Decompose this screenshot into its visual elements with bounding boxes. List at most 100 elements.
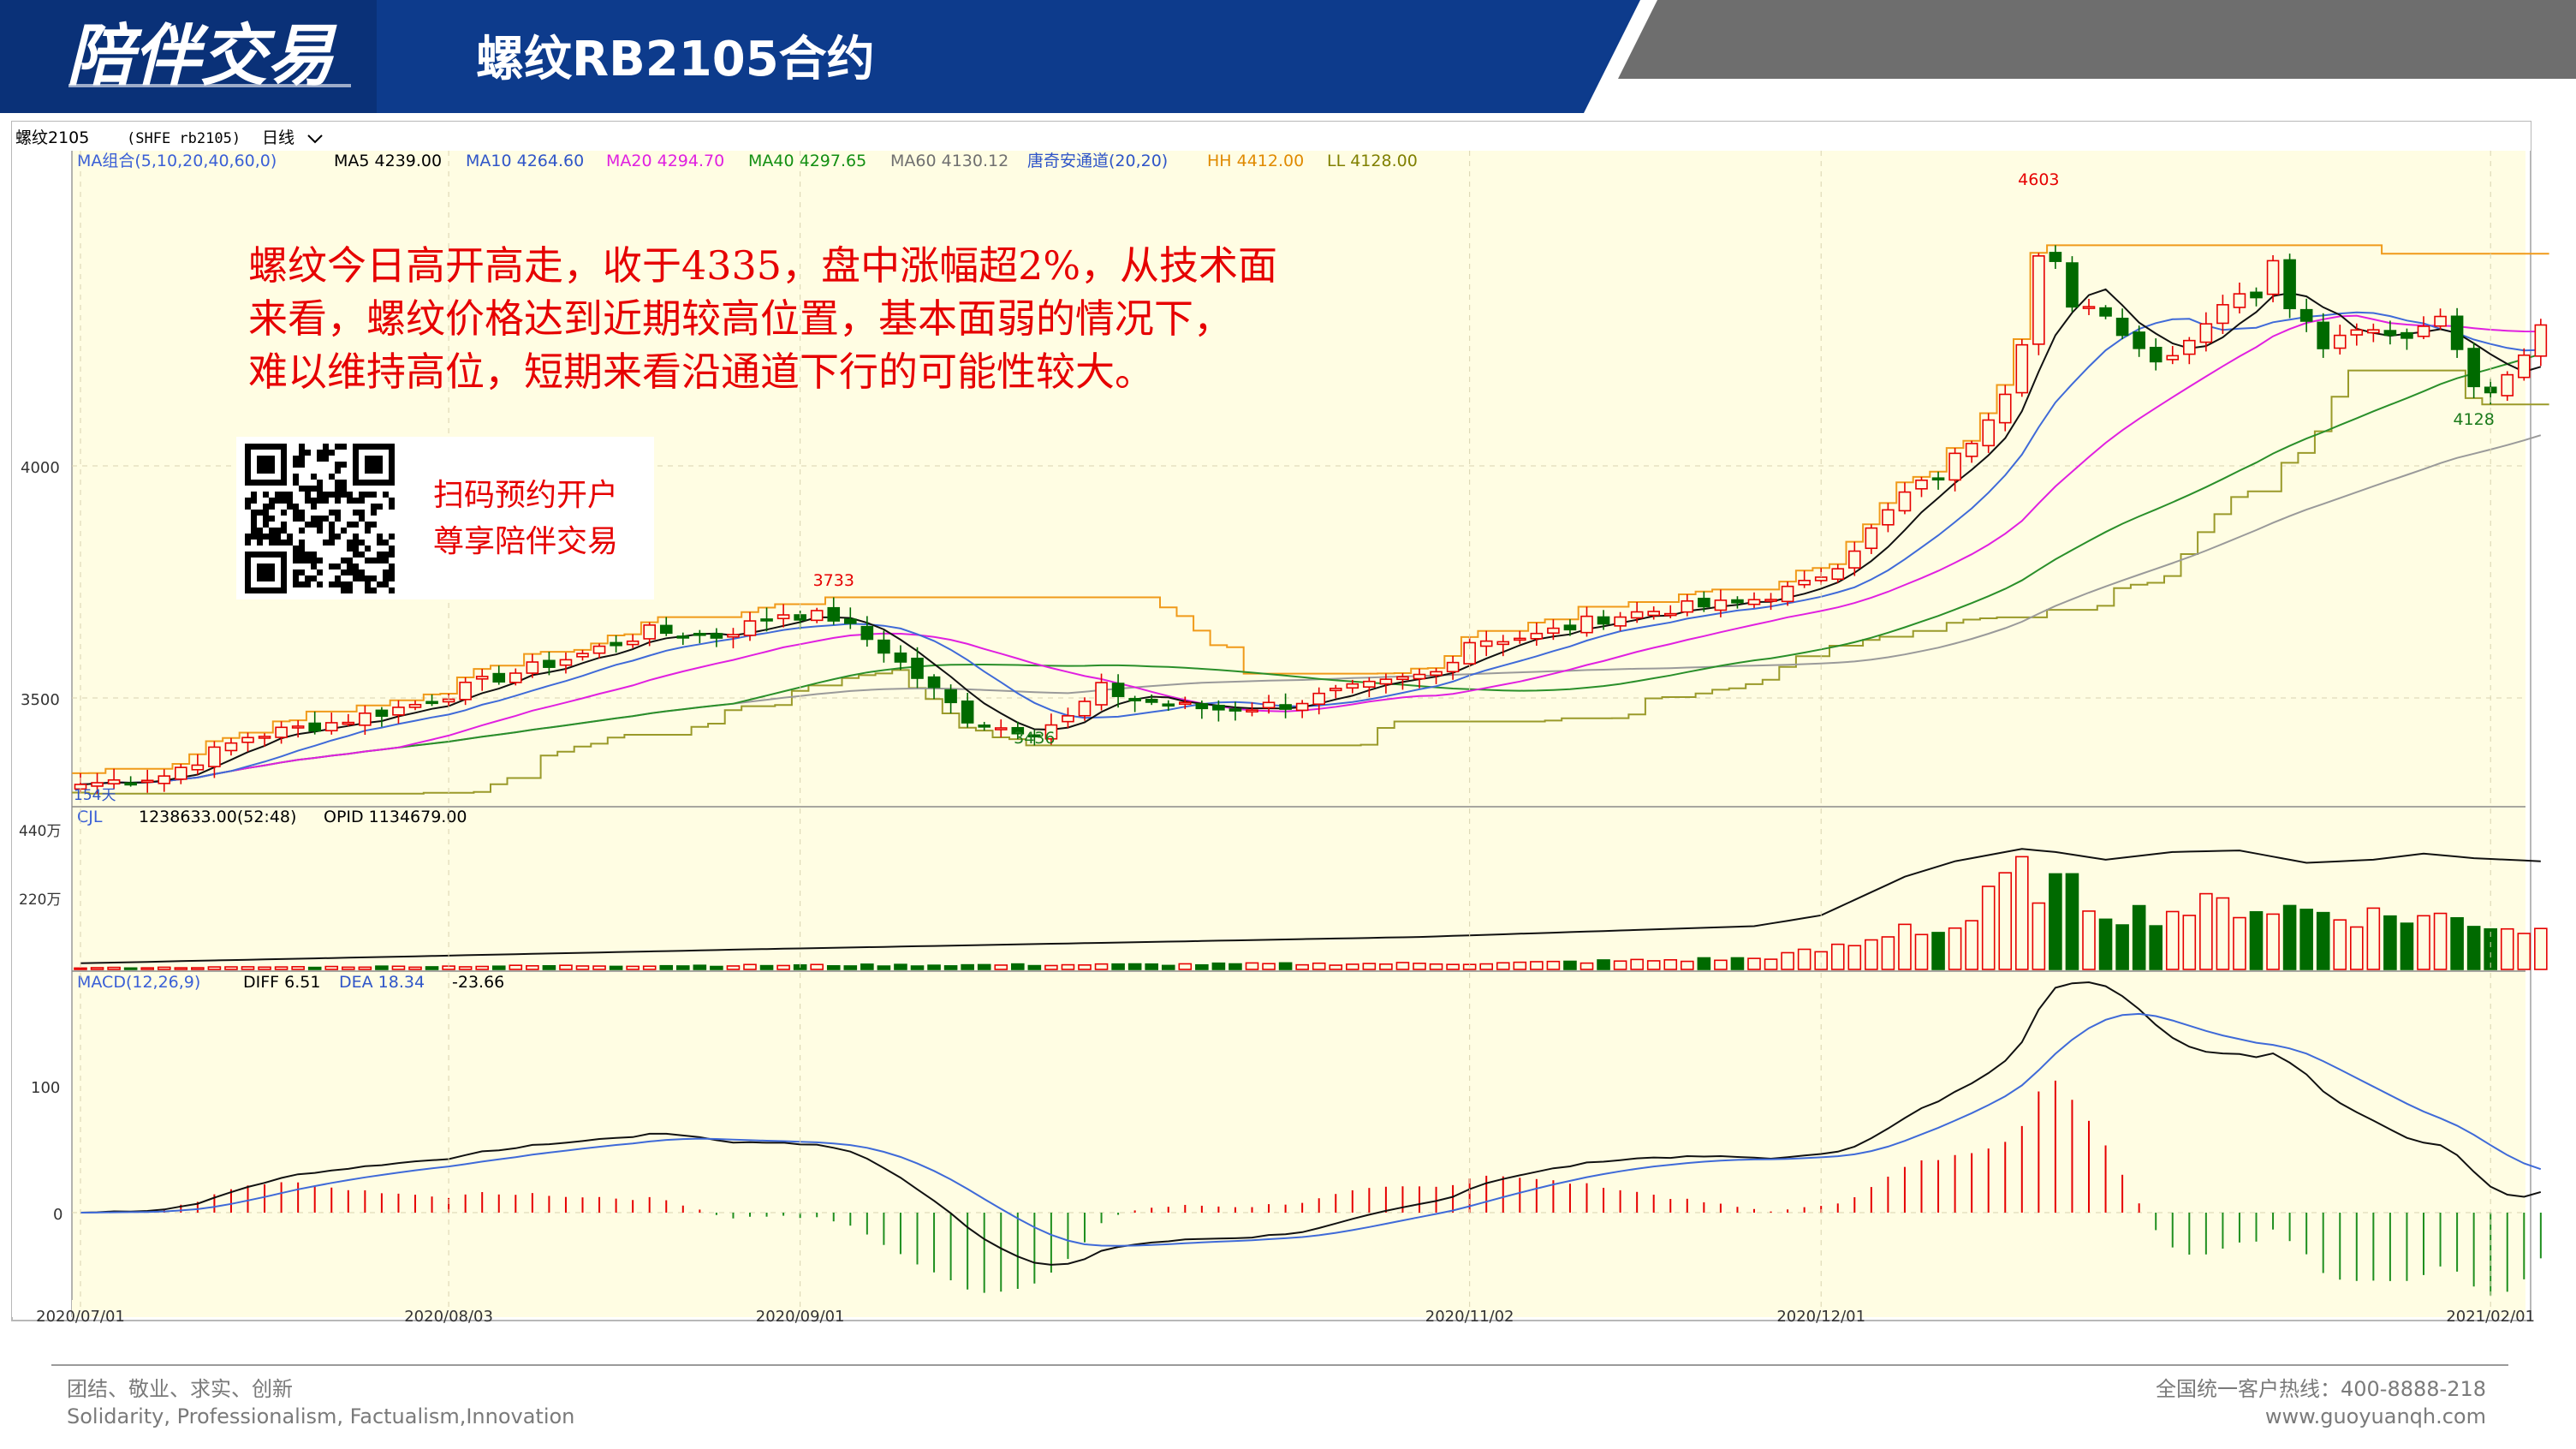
- volume-bar: [1395, 962, 1410, 970]
- volume-bar: [826, 965, 841, 970]
- date-axis: 2020/07/01 2020/08/03 2020/09/01 2020/11/02…: [36, 151, 2535, 1326]
- volume-bar: [358, 966, 372, 970]
- footer-url[interactable]: www.guoyuanqh.com: [2265, 1404, 2486, 1428]
- candle-body: [1279, 704, 1292, 710]
- volume-bar: [1865, 939, 1878, 970]
- candle-body: [1262, 701, 1276, 709]
- candle-body: [1312, 692, 1325, 706]
- qr-code-icon[interactable]: [241, 440, 398, 597]
- volume-bar: [1597, 959, 1610, 970]
- qr-module: [335, 564, 341, 569]
- qr-module: [269, 498, 275, 504]
- qr-module: [347, 564, 353, 569]
- volume-bar: [1714, 959, 1728, 970]
- candle-body: [526, 661, 539, 674]
- candle-body: [1781, 585, 1794, 603]
- x-tick-label: 2020/12/01: [1776, 1308, 1865, 1326]
- qr-module: [311, 516, 317, 522]
- candle-body: [1831, 568, 1845, 581]
- candle-body: [459, 681, 472, 701]
- qr-module: [245, 540, 251, 546]
- volume-bar: [140, 967, 154, 970]
- volume-bar: [391, 965, 406, 970]
- candle-body: [1162, 703, 1175, 707]
- candle-body: [1246, 709, 1258, 713]
- qr-module: [311, 498, 317, 504]
- volume-bar: [2500, 927, 2514, 970]
- volume-bar: [1663, 959, 1678, 970]
- volume-bar: [1747, 957, 1761, 970]
- volume-bar: [224, 966, 238, 970]
- qr-module: [347, 498, 353, 504]
- qr-module: [287, 504, 293, 510]
- qr-module: [371, 504, 377, 510]
- candle-body: [1329, 688, 1342, 692]
- volume-bar: [2065, 873, 2079, 970]
- candle-body: [291, 725, 305, 729]
- period-selector[interactable]: 日线: [262, 128, 323, 147]
- cjl-label[interactable]: CJL: [77, 808, 103, 826]
- qr-line-2: 尊享陪伴交易: [433, 524, 618, 559]
- channel-lower-line: [72, 369, 2549, 795]
- candle-body: [2099, 307, 2112, 317]
- volume-bar: [2466, 926, 2481, 970]
- qr-module: [245, 504, 251, 510]
- ma-group-label[interactable]: MA组合(5,10,20,40,60,0): [77, 152, 277, 170]
- candle-body: [2434, 315, 2447, 327]
- qr-module: [323, 516, 329, 522]
- qr-module: [311, 552, 317, 558]
- volume-bar: [1145, 963, 1158, 970]
- candle-body: [693, 632, 706, 636]
- qr-module: [305, 581, 311, 587]
- qr-module: [299, 552, 305, 558]
- candle-body: [559, 659, 573, 666]
- qr-module: [335, 486, 341, 492]
- candle-body: [1128, 698, 1141, 701]
- qr-module: [359, 552, 365, 558]
- volume-bar: [943, 965, 958, 970]
- ma20-line: [80, 314, 2541, 785]
- volume-bar: [1965, 920, 1978, 970]
- ll-value: LL 4128.00: [1327, 152, 1418, 170]
- qr-module: [389, 575, 395, 581]
- candle-body: [1915, 479, 1928, 490]
- qr-module: [299, 540, 305, 546]
- candle-body: [2049, 252, 2062, 262]
- volume-bar: [2115, 924, 2129, 970]
- candle-body: [1965, 443, 1978, 457]
- contract-name: 螺纹2105: [15, 128, 89, 147]
- candle-body: [2367, 329, 2380, 334]
- volume-bar: [1413, 963, 1426, 970]
- volume-bar: [509, 964, 523, 970]
- candle-body: [1547, 627, 1560, 635]
- candle-body: [1446, 661, 1460, 673]
- diff-value: DIFF 6.51: [243, 973, 320, 992]
- macd-label[interactable]: MACD(12,26,9): [77, 973, 200, 992]
- volume-bar: [1697, 957, 1711, 970]
- candle-body: [1229, 708, 1242, 712]
- volume-bar: [994, 964, 1008, 970]
- qr-module: [263, 510, 269, 516]
- qr-module: [341, 492, 347, 498]
- volume-bar: [894, 963, 907, 970]
- y-tick-label: 0: [53, 1206, 62, 1224]
- qr-block: 扫码预约开户 尊享陪伴交易: [236, 437, 654, 599]
- qr-module: [335, 510, 341, 516]
- channel-label[interactable]: 唐奇安通道(20,20): [1027, 152, 1168, 170]
- candle-body: [324, 722, 338, 732]
- qr-module: [299, 516, 305, 522]
- qr-module: [365, 575, 371, 581]
- qr-module: [353, 552, 359, 558]
- qr-module: [299, 444, 305, 450]
- qr-module: [365, 492, 371, 498]
- qr-module: [329, 528, 335, 534]
- volume-bar: [324, 965, 339, 970]
- qr-module: [389, 564, 395, 569]
- candle-body: [1413, 673, 1426, 680]
- qr-module: [251, 528, 257, 534]
- qr-module: [347, 492, 353, 498]
- x-tick-label: 2020/07/01: [36, 1308, 125, 1326]
- qr-module: [377, 581, 383, 587]
- qr-module: [257, 540, 263, 546]
- candle-body: [1346, 683, 1359, 689]
